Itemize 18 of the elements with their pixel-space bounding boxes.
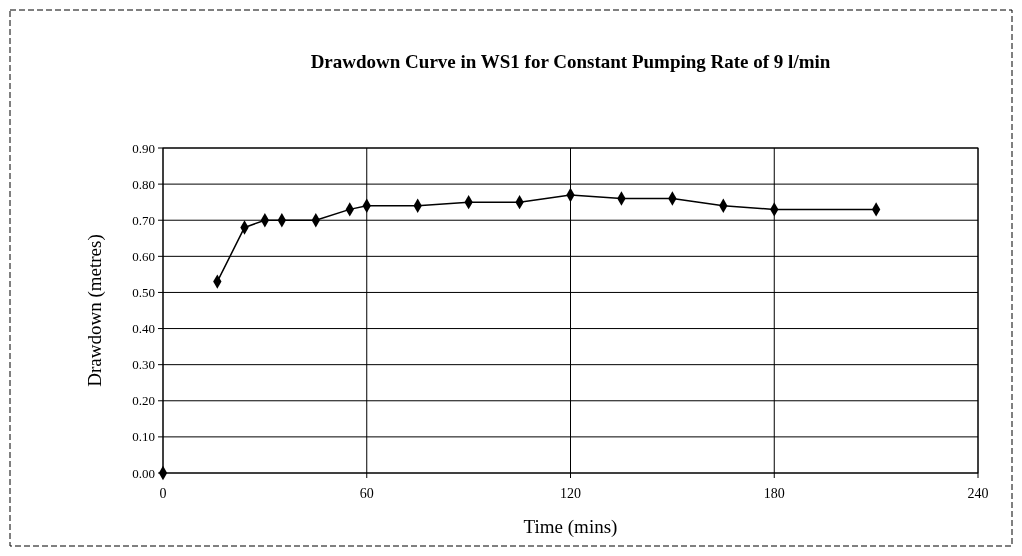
y-tick-label: 0.70 bbox=[132, 212, 155, 228]
y-tick-label: 0.80 bbox=[132, 176, 155, 192]
y-tick-label: 0.60 bbox=[132, 248, 155, 264]
y-tick-label: 0.30 bbox=[132, 357, 155, 373]
y-tick-label: 0.40 bbox=[132, 321, 155, 337]
x-tick-label: 120 bbox=[560, 486, 581, 501]
y-tick-label: 0.10 bbox=[132, 429, 155, 445]
y-tick-label: 0.20 bbox=[132, 393, 155, 409]
x-tick-label: 0 bbox=[159, 486, 167, 501]
x-tick-label: 240 bbox=[967, 486, 989, 501]
y-tick-label: 0.00 bbox=[132, 465, 155, 481]
x-tick-label: 60 bbox=[359, 486, 374, 501]
x-tick-label: 180 bbox=[763, 486, 785, 501]
chart-title: Drawdown Curve in WS1 for Constant Pumping Rate of 9 l/min bbox=[310, 51, 831, 72]
y-tick-label: 0.90 bbox=[132, 140, 155, 156]
y-axis-title: Drawdown (metres) bbox=[84, 234, 106, 387]
x-axis-title: Time (mins) bbox=[523, 516, 618, 538]
y-tick-label: 0.50 bbox=[132, 284, 155, 300]
